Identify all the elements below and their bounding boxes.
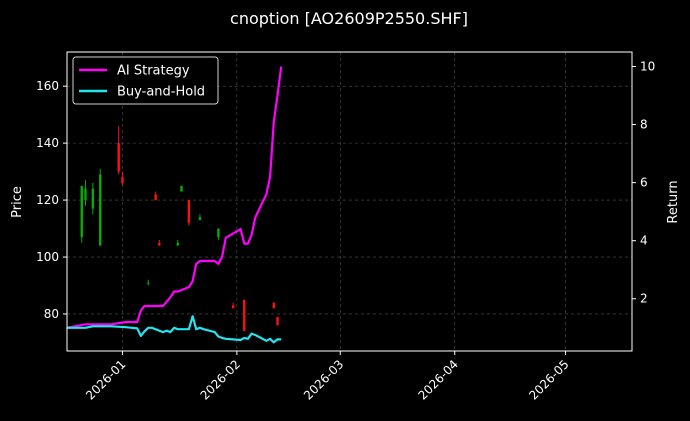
- y2-tick-label: 8: [640, 118, 648, 132]
- candle-body: [84, 188, 87, 201]
- y-tick-label: 120: [36, 193, 59, 207]
- y-tick-label: 100: [36, 250, 59, 264]
- legend-label: Buy-and-Hold: [117, 85, 205, 100]
- series-line-ai-strategy: [66, 66, 283, 329]
- y2-tick-label: 4: [640, 234, 648, 248]
- y-axis-left: 80 100 120 140 160: [36, 79, 67, 321]
- chart-title: cnoption [AO2609P2550.SHF]: [230, 9, 468, 28]
- plot-frame: [66, 51, 633, 352]
- y2-tick-label: 6: [640, 176, 648, 190]
- y-tick-label: 80: [44, 307, 59, 321]
- candle-body: [231, 305, 235, 309]
- candlesticks: [80, 126, 279, 332]
- series-line-buy-and-hold: [67, 315, 282, 344]
- candle-body: [91, 188, 95, 209]
- legend-box: [72, 56, 219, 105]
- candle-body: [158, 242, 161, 246]
- y-axis-label: Price: [10, 186, 25, 218]
- y2-tick-label: 10: [640, 60, 655, 74]
- candle-body: [176, 242, 179, 246]
- candle-body: [243, 299, 246, 332]
- legend: AI Strategy Buy-and-Hold: [72, 56, 219, 105]
- y2-axis-label: Return: [666, 180, 681, 223]
- candle-body: [147, 282, 150, 284]
- y-axis-right: 2 4 6 8 10: [632, 60, 655, 306]
- candle-body: [180, 185, 183, 192]
- y2-tick-label: 2: [640, 292, 648, 306]
- candle-body: [80, 185, 83, 238]
- y-tick-label: 160: [36, 79, 59, 93]
- candle-body: [154, 194, 157, 201]
- candle-body: [198, 217, 202, 221]
- y-tick-label: 140: [36, 136, 59, 150]
- candle-body: [272, 302, 275, 309]
- series-lines: [66, 66, 283, 344]
- candle-body: [121, 177, 124, 183]
- candle-body: [99, 174, 102, 246]
- candle-body: [217, 228, 220, 238]
- candle-body: [187, 200, 191, 223]
- legend-label: AI Strategy: [117, 64, 190, 79]
- candle-body: [117, 143, 120, 172]
- candle-body: [276, 316, 279, 326]
